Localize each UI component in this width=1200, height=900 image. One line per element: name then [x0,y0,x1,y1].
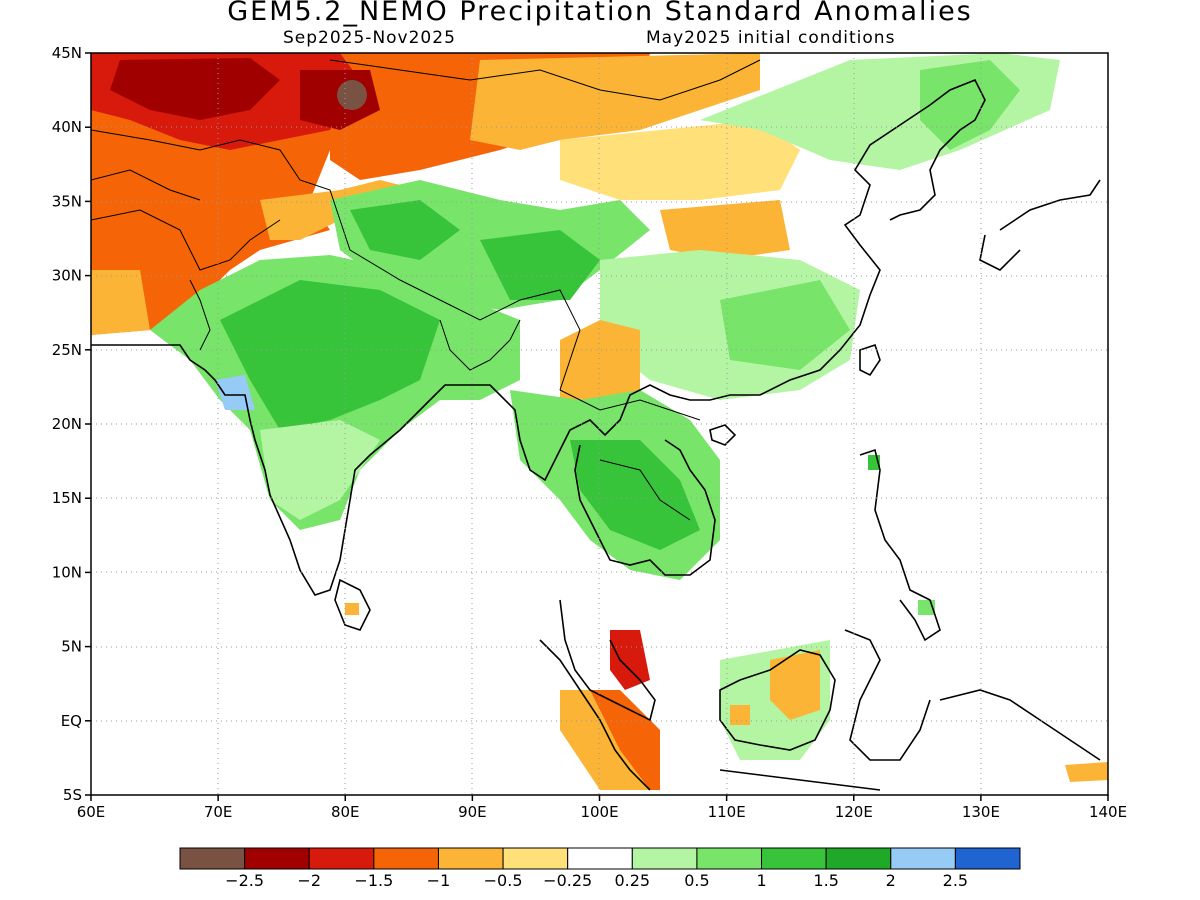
x-axis: 60E 70E 80E 90E 100E 110E 120E 130E 140E [77,795,1127,821]
anomaly-region-korea [920,60,1020,150]
coastlines [91,78,1101,791]
forecast-period: Sep2025-Nov2025 [283,28,456,48]
colorbar-swatch [502,847,569,870]
anomaly-region-indochina-core [570,440,700,550]
map-title: GEM5.2_NEMO Precipitation Standard Anoma… [227,0,973,27]
y-tick-label: 5S [63,786,82,804]
x-tick-label: 60E [77,803,106,821]
x-tick-label: 70E [204,803,233,821]
gridlines [91,53,1108,795]
colorbar-label: 0.5 [684,871,709,890]
colorbar-label: −0.25 [543,871,592,890]
colorbar-label: −1.5 [354,871,393,890]
colorbar-label: −2.5 [225,871,264,890]
y-axis: 45N 40N 35N 30N 25N 20N 15N 10N 5N EQ 5S [52,44,91,804]
y-tick-label: EQ [61,712,82,730]
anomaly-region-india-south [260,420,380,520]
colorbar-label: −1 [427,871,451,890]
y-tick-label: 10N [52,563,82,581]
country-borders [91,59,761,521]
anomaly-region-sumatra-edge [560,690,650,790]
anomaly-region-tibet-east [480,230,600,300]
colorbar-swatch [567,847,633,870]
x-tick-label: 100E [580,803,618,821]
colorbar-swatch [179,847,246,870]
colorbar-label: −2 [297,871,321,890]
x-tick-label: 110E [708,803,746,821]
anomaly-region-sri-lanka-dry [345,603,359,615]
x-tick-label: 130E [962,803,1000,821]
anomaly-region-gujarat-wet [215,375,255,410]
anomaly-region-extreme-dry [337,80,367,110]
colorbar-label: 0.25 [614,871,650,890]
colorbar-label: 1.5 [813,871,838,890]
colorbar-label: 1 [756,871,766,890]
colorbar-swatch [954,847,1021,870]
anomaly-region-north-china [560,120,800,200]
colorbar-swatch [761,847,827,870]
y-tick-label: 15N [52,489,82,507]
anomaly-region-mongolia-edge [470,53,760,150]
colorbar-label: −0.5 [484,871,523,890]
anomaly-region-borneo-dry [770,650,820,720]
y-tick-label: 20N [52,415,82,433]
y-tick-label: 5N [61,638,82,656]
anomaly-region-new-guinea [1065,762,1108,782]
colorbar-swatch [825,847,892,870]
anomaly-region-tibet-core [350,200,460,260]
colorbar-swatch [373,847,439,870]
anomaly-region-borneo-west-dry [730,705,750,725]
y-tick-label: 45N [52,44,82,62]
anomaly-region-south-china-wet [720,280,850,370]
colorbar-swatch [437,847,504,870]
colorbar-label: 2 [886,871,896,890]
x-tick-label: 140E [1089,803,1127,821]
anomaly-region-east-china-dry [660,200,790,260]
colorbar: −2.5 −2 −1.5 −1 −0.5 −0.25 0.25 0.5 1 1.5 2 2.5 [179,847,1021,890]
anomaly-region-malay-dry [610,630,650,690]
x-tick-label: 90E [458,803,487,821]
anomaly-region-kazakh-core [110,58,280,120]
anomaly-region-india-core [220,280,440,430]
colorbar-swatch [631,847,698,870]
colorbar-swatch [890,847,956,870]
colorbar-swatch [308,847,375,870]
x-tick-label: 120E [835,803,873,821]
anomaly-region-west-edge [91,270,150,335]
anomaly-field [91,53,1108,790]
colorbar-swatch [244,847,310,870]
y-tick-label: 30N [52,267,82,285]
x-tick-label: 80E [331,803,360,821]
y-tick-label: 40N [52,118,82,136]
y-tick-label: 25N [52,341,82,359]
colorbar-label: 2.5 [943,871,968,890]
initial-conditions: May2025 initial conditions [646,28,896,48]
y-tick-label: 35N [52,192,82,210]
colorbar-swatch [696,847,763,870]
